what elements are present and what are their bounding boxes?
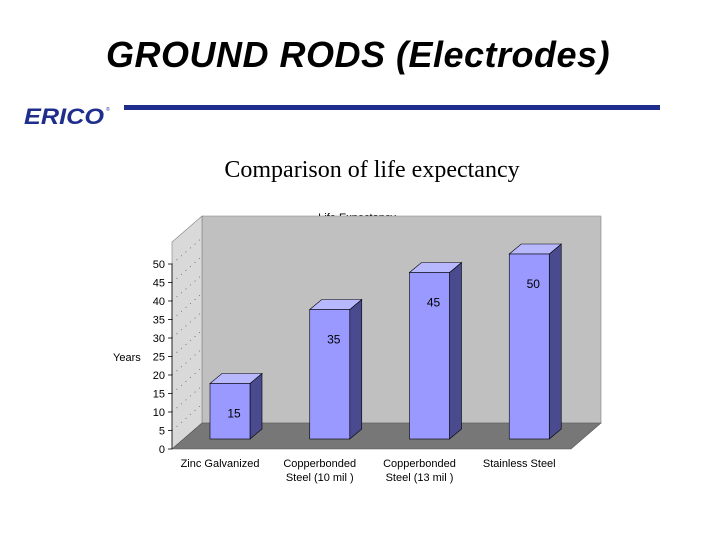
y-tick-label: 0 [159,444,165,456]
gridline-stub [171,274,203,302]
y-tick-label: 25 [153,352,165,364]
y-axis-label: Years [113,352,141,364]
bar-face [209,383,251,440]
bar: 15 [209,372,263,440]
bar: 35 [308,298,363,440]
bar-face [508,253,550,440]
y-tick-label: 5 [159,426,165,438]
y-tick-label: 50 [153,259,165,271]
y-tick-label: 35 [153,315,165,327]
gridline-stub [171,256,203,283]
gridline-stub [171,293,203,320]
x-tick-label: Zinc Galvanized [181,458,260,470]
gridline-stub [171,311,203,339]
gridline-stub [171,330,203,357]
bar-value-label: 35 [327,333,341,347]
gridline-stub [171,385,203,413]
bar: 50 [508,243,563,440]
y-tick-label: 10 [153,407,165,419]
logo-text: ERICO [24,104,104,129]
bar-value-label: 45 [427,296,441,310]
side-wall [171,215,203,450]
x-tick-label: Copperbonded Steel (10 mil ) [283,458,356,484]
bar-side [449,261,462,440]
x-tick-label: Copperbonded Steel (13 mil ) [383,458,456,484]
bar-value-label: 15 [227,407,241,421]
bar-face [409,272,450,440]
svg-text:®: ® [106,106,110,113]
y-tick-label: 30 [153,333,165,345]
x-tick-label: Stainless Steel [483,458,556,470]
y-tick-label: 15 [153,389,165,401]
title-divider [124,105,660,110]
gridline-stub [171,422,203,450]
y-tick-label: 40 [153,296,165,308]
bar-value-label: 50 [527,277,541,291]
gridline-stub [171,404,203,431]
gridline-stub [171,367,203,394]
erico-logo: ERICO ® [24,104,110,129]
bar: 45 [408,261,463,440]
gridline-stub [171,237,203,265]
y-axis-ticks: 0 5 10 15 20 25 30 35 40 45 50 [153,259,173,456]
bar-side [349,298,363,440]
x-axis-labels: Zinc Galvanized Copperbonded Steel (10 mil… [181,458,556,484]
y-tick-label: 20 [153,370,165,382]
slide-title: GROUND RODS (Electrodes) [106,34,611,75]
chart-walls [171,215,602,450]
bar-series: 15 35 45 50 [209,243,563,440]
y-tick-label: 45 [153,278,165,290]
bar-side [249,372,263,440]
bar-side [548,243,562,440]
gridline-stub [171,348,203,376]
slide-subtitle: Comparison of life expectancy [224,157,520,183]
chart-floor [171,422,602,450]
bar-face [309,309,351,440]
